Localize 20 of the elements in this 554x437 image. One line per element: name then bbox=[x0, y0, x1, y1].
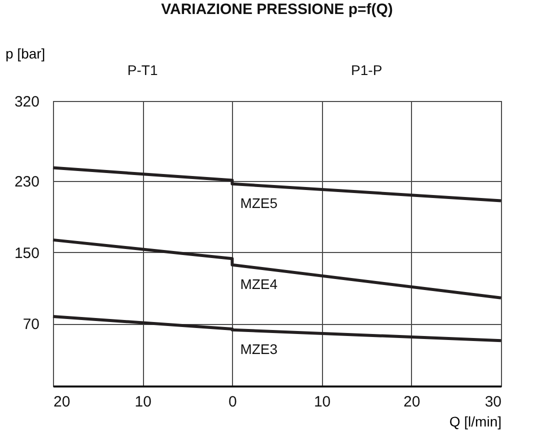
y-tick-label: 230 bbox=[14, 174, 40, 191]
x-tick-label: 30 bbox=[484, 394, 502, 410]
chart-title: VARIAZIONE PRESSIONE p=f(Q) bbox=[161, 1, 393, 18]
series-label: MZE5 bbox=[240, 194, 278, 211]
y-tick-label: 150 bbox=[14, 244, 40, 262]
text: P1-P bbox=[351, 62, 382, 78]
x-tick-label: 20 bbox=[404, 394, 420, 410]
series-label: MZE3 bbox=[240, 340, 278, 357]
x-axis-title: Q [l/min] bbox=[449, 414, 502, 430]
x-tick-label: 10 bbox=[134, 394, 152, 410]
y-tick-label: 320 bbox=[14, 94, 40, 110]
x-tick-label: 20 bbox=[54, 394, 70, 410]
x-tick-label: 10 bbox=[314, 394, 331, 410]
line-series bbox=[52, 315, 502, 342]
line-series bbox=[52, 238, 502, 300]
x-tick-label: 0 bbox=[228, 394, 237, 410]
text: P-T1 bbox=[127, 62, 158, 78]
series-label: MZE4 bbox=[240, 276, 278, 292]
y-tick-label: 70 bbox=[22, 316, 40, 334]
y-axis-title: p [bar] bbox=[6, 46, 46, 62]
